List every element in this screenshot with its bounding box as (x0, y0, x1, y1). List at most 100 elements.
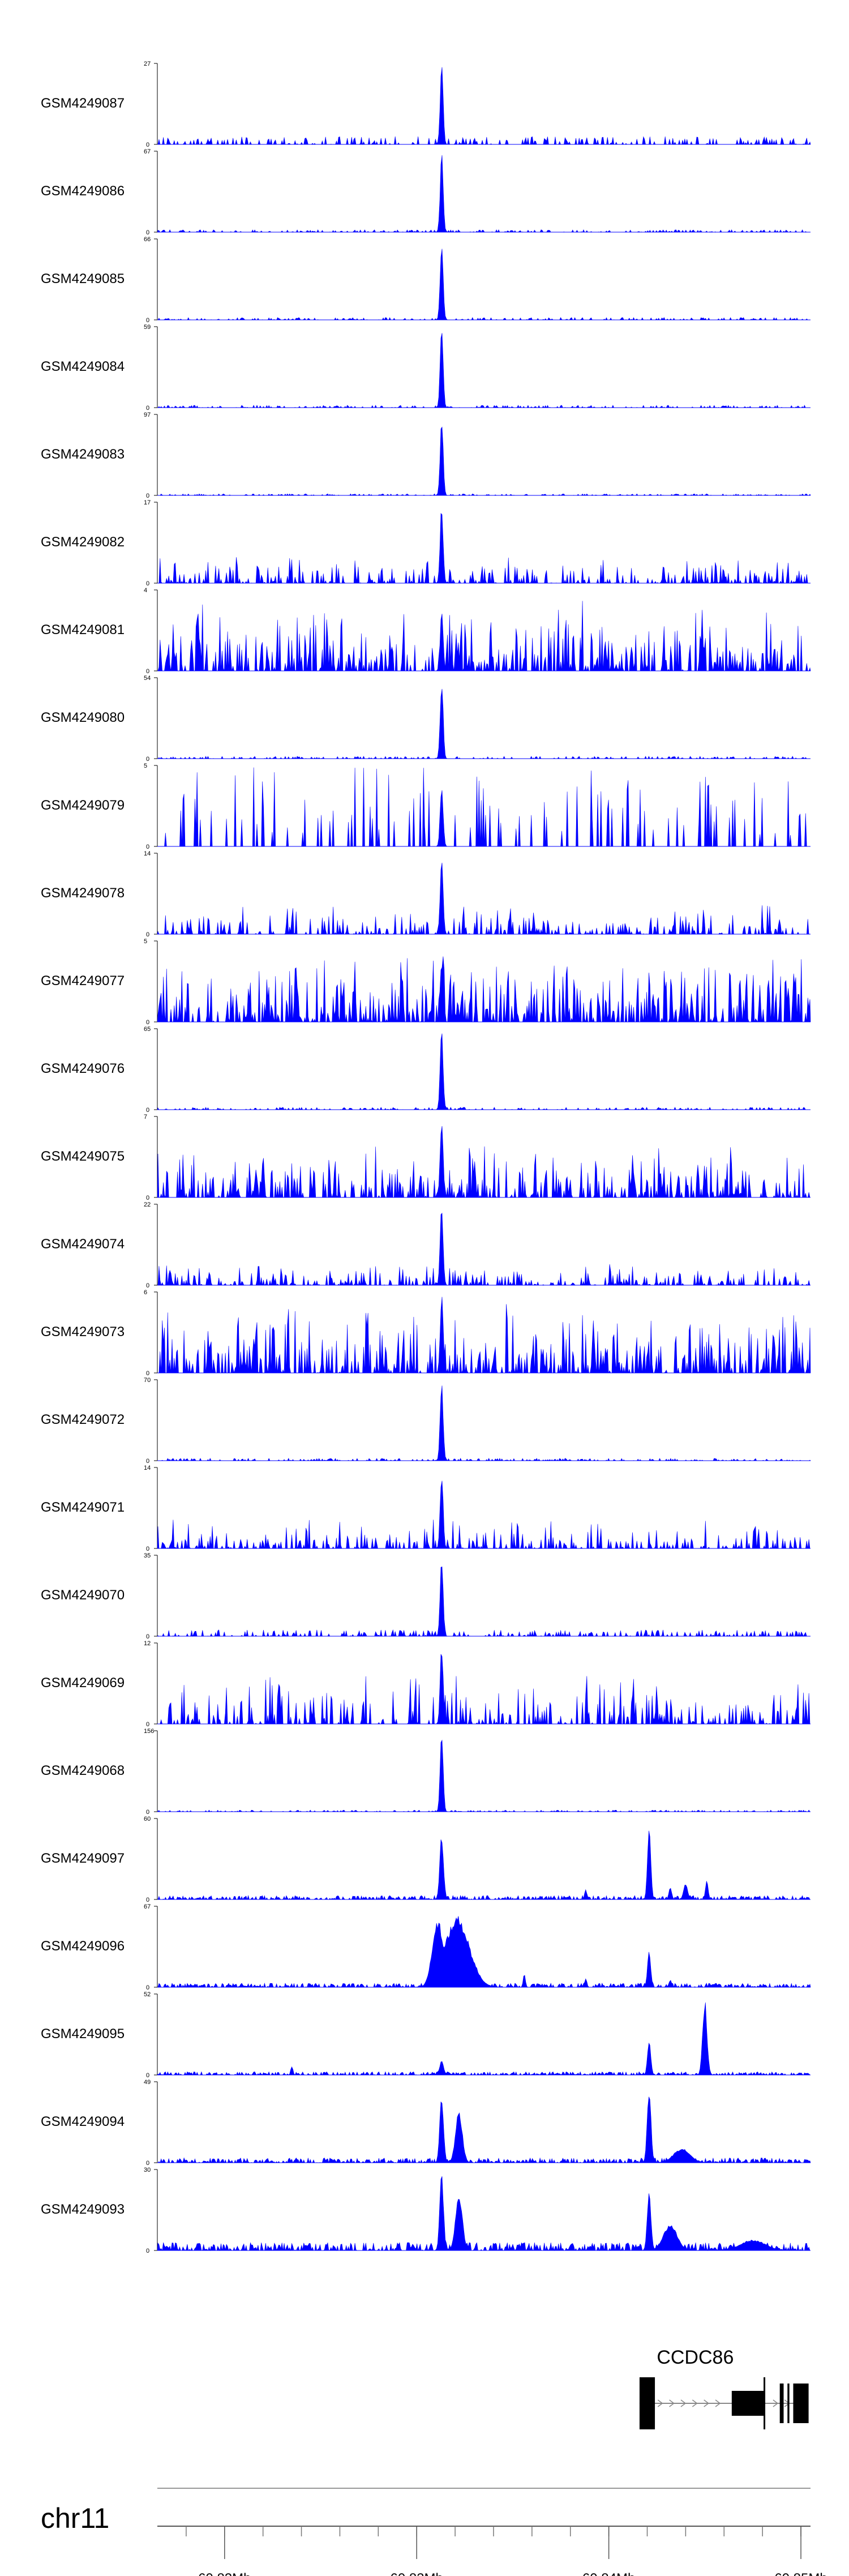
track: GSM4249068 156 0 (41, 1728, 811, 1816)
y-axis-min-label: 0 (146, 2072, 149, 2079)
track: GSM4249078 14 0 (41, 850, 811, 938)
y-axis-min-label: 0 (146, 317, 149, 324)
track-label: GSM4249094 (41, 2114, 125, 2129)
y-axis-min-label: 0 (146, 1107, 149, 1114)
track: GSM4249082 17 0 (41, 499, 811, 587)
y-axis-min-label: 0 (146, 405, 149, 412)
y-axis-max-label: 97 (144, 412, 151, 418)
track-label: GSM4249081 (41, 622, 125, 637)
track: GSM4249083 97 0 (41, 412, 811, 499)
chromosome-label: chr11 (41, 2502, 109, 2534)
y-axis-max-label: 17 (144, 499, 151, 506)
y-axis-min-label: 0 (146, 1195, 149, 1201)
track-label: GSM4249077 (41, 973, 125, 989)
y-axis-min-label: 0 (146, 931, 149, 938)
strand-arrow (773, 2399, 779, 2407)
track: GSM4249096 67 0 (41, 1903, 811, 1991)
track-label: GSM4249086 (41, 183, 125, 199)
signal-area (157, 1830, 811, 1901)
y-axis-max-label: 14 (144, 850, 151, 857)
gene-track: CCDC86 (639, 2347, 809, 2429)
signal-area (157, 2176, 811, 2252)
track: GSM4249073 6 0 (41, 1289, 811, 1377)
gene-exon (779, 2384, 784, 2423)
y-axis-min-label: 0 (146, 1721, 149, 1728)
signal-area (157, 1213, 811, 1286)
signal-area (157, 601, 811, 671)
y-axis-max-label: 60 (144, 1816, 151, 1822)
track: GSM4249093 30 0 (41, 2167, 811, 2254)
y-axis-min-label: 0 (146, 1809, 149, 1816)
chromosome-track: chr11 (41, 2488, 811, 2534)
gene-exon (639, 2377, 655, 2429)
track-label: GSM4249079 (41, 798, 125, 813)
track-label: GSM4249084 (41, 359, 125, 374)
y-axis-max-label: 156 (144, 1728, 154, 1735)
gene-name-label: CCDC86 (657, 2347, 734, 2368)
signal-area (157, 249, 811, 320)
track-label: GSM4249093 (41, 2202, 125, 2217)
y-axis-max-label: 59 (144, 324, 151, 331)
track-label: GSM4249072 (41, 1412, 125, 1427)
track: GSM4249085 66 0 (41, 236, 811, 324)
y-axis-max-label: 6 (144, 1289, 147, 1296)
y-axis-max-label: 22 (144, 1201, 151, 1208)
y-axis-min-label: 0 (146, 2248, 149, 2254)
signal-area (157, 1739, 811, 1812)
y-axis-min-label: 0 (146, 1984, 149, 1991)
signal-area (157, 688, 811, 759)
signal-area (157, 1033, 811, 1110)
track-label: GSM4249076 (41, 1061, 125, 1076)
y-axis-max-label: 67 (144, 148, 151, 155)
track: GSM4249079 5 0 (41, 763, 811, 850)
track: GSM4249084 59 0 (41, 324, 811, 412)
signal-area (157, 513, 811, 584)
track-label: GSM4249068 (41, 1763, 125, 1778)
signal-area (157, 426, 811, 496)
track: GSM4249080 54 0 (41, 675, 811, 763)
track-label: GSM4249069 (41, 1675, 125, 1691)
track-label: GSM4249085 (41, 271, 125, 286)
y-axis-min-label: 0 (146, 1019, 149, 1026)
signal-area (157, 2096, 811, 2164)
y-axis-max-label: 12 (144, 1640, 151, 1647)
axis-tick-label: 60.85Mb (774, 2571, 827, 2576)
y-axis-min-label: 0 (146, 142, 149, 148)
track-label: GSM4249080 (41, 710, 125, 725)
gene-exon (793, 2384, 809, 2423)
strand-arrow (692, 2399, 698, 2407)
strand-arrow (704, 2399, 709, 2407)
track-label: GSM4249083 (41, 447, 125, 462)
y-axis-min-label: 0 (146, 580, 149, 587)
track-label: GSM4249071 (41, 1500, 125, 1515)
track-label: GSM4249087 (41, 96, 125, 111)
signal-area (157, 2002, 811, 2076)
y-axis-min-label: 0 (146, 1282, 149, 1289)
y-axis-max-label: 7 (144, 1114, 147, 1120)
track: GSM4249087 27 0 (41, 61, 811, 148)
y-axis-max-label: 70 (144, 1377, 151, 1384)
gene-exon (731, 2391, 765, 2416)
track: GSM4249097 60 0 (41, 1816, 811, 1903)
gene-exon (787, 2384, 790, 2423)
track: GSM4249070 35 0 (41, 1552, 811, 1640)
track: GSM4249076 65 0 (41, 1026, 811, 1114)
genome-axis: 60.82Mb 60.83Mb 60.84Mb 60.85Mb (157, 2526, 827, 2576)
y-axis-min-label: 0 (146, 229, 149, 236)
y-axis-min-label: 0 (146, 1458, 149, 1465)
signal-area (157, 1296, 811, 1374)
y-axis-min-label: 0 (146, 668, 149, 675)
y-axis-min-label: 0 (146, 2160, 149, 2167)
signal-area (157, 1654, 811, 1725)
y-axis-max-label: 49 (144, 2079, 151, 2086)
y-axis-max-label: 67 (144, 1903, 151, 1910)
y-axis-min-label: 0 (146, 1633, 149, 1640)
y-axis-max-label: 14 (144, 1465, 151, 1471)
track-label: GSM4249096 (41, 1939, 125, 1954)
strand-arrow (715, 2399, 721, 2407)
y-axis-min-label: 0 (146, 756, 149, 763)
track: GSM4249086 67 0 (41, 148, 811, 236)
signal-area (157, 1916, 811, 1988)
y-axis-max-label: 27 (144, 61, 151, 67)
